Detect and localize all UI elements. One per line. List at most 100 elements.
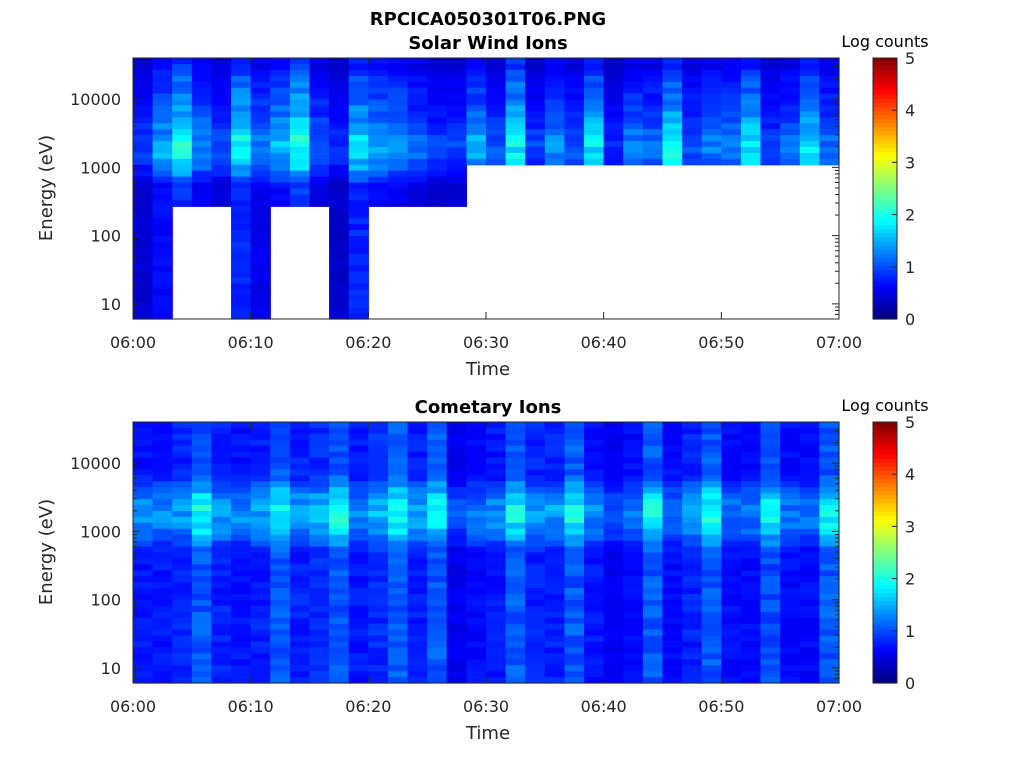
heatmap-cell bbox=[231, 457, 252, 465]
heatmap-cell bbox=[270, 534, 291, 542]
heatmap-cell bbox=[368, 451, 389, 459]
heatmap-cell bbox=[603, 677, 624, 684]
heatmap-cell bbox=[348, 164, 369, 172]
heatmap-cell bbox=[466, 641, 487, 649]
heatmap-cell bbox=[642, 510, 664, 518]
heatmap-cell bbox=[289, 170, 311, 178]
heatmap-cell bbox=[446, 653, 467, 660]
heatmap-cell bbox=[270, 641, 291, 649]
heatmap-cell bbox=[642, 451, 664, 459]
heatmap-cell bbox=[662, 505, 683, 512]
heatmap-cell bbox=[133, 439, 154, 447]
heatmap-cell bbox=[721, 653, 742, 660]
heatmap-cell bbox=[133, 641, 154, 649]
x-axis: 06:00 06:10 06:20 06:30 06:40 06:50 07:00 bbox=[110, 58, 862, 352]
heatmap-cell bbox=[231, 445, 252, 453]
heatmap-cell bbox=[191, 457, 213, 465]
heatmap-cell bbox=[191, 671, 213, 678]
heatmap-cell bbox=[799, 516, 820, 524]
heatmap-cell bbox=[446, 194, 467, 201]
heatmap-cell bbox=[427, 534, 448, 542]
heatmap-cell bbox=[603, 433, 624, 441]
heatmap-cell bbox=[133, 665, 154, 672]
heatmap-cell bbox=[564, 58, 585, 65]
heatmap-cell bbox=[505, 659, 526, 666]
heatmap-cell bbox=[525, 475, 546, 482]
heatmap-cell bbox=[446, 552, 467, 560]
colorbar-swatch bbox=[873, 290, 897, 296]
colorbar-swatch bbox=[873, 650, 897, 656]
heatmap-cell bbox=[387, 653, 409, 660]
heatmap-cell bbox=[682, 158, 703, 166]
colorbar-swatch bbox=[873, 430, 897, 435]
heatmap-cell bbox=[721, 63, 742, 71]
heatmap-cell bbox=[133, 534, 154, 542]
heatmap-cell bbox=[309, 129, 330, 136]
heatmap-cell bbox=[780, 123, 801, 130]
heatmap-cell bbox=[250, 487, 271, 494]
heatmap-cell bbox=[505, 451, 526, 459]
heatmap-cell bbox=[525, 117, 546, 124]
heatmap-cell bbox=[348, 510, 369, 518]
heatmap-cell bbox=[525, 552, 546, 560]
heatmap-cell bbox=[427, 164, 448, 172]
heatmap-cell bbox=[662, 123, 683, 130]
heatmap-cell bbox=[642, 87, 664, 95]
heatmap-cell bbox=[172, 135, 193, 142]
heatmap-cell bbox=[211, 641, 232, 649]
heatmap-cell bbox=[231, 277, 252, 285]
heatmap-cell bbox=[446, 123, 467, 130]
heatmap-cell bbox=[348, 295, 369, 302]
heatmap-cell bbox=[133, 499, 154, 506]
heatmap-cell bbox=[564, 659, 585, 666]
heatmap-cell bbox=[662, 129, 683, 136]
heatmap-cell bbox=[133, 283, 154, 290]
colorbar-swatch bbox=[873, 658, 897, 664]
heatmap-cell bbox=[289, 176, 311, 184]
heatmap-cell bbox=[152, 307, 173, 314]
heatmap-cell bbox=[250, 505, 271, 512]
heatmap-cell bbox=[721, 158, 742, 166]
y-tick-label: 10000 bbox=[70, 454, 121, 473]
heatmap-cell bbox=[760, 427, 781, 435]
heatmap-cell bbox=[544, 510, 566, 518]
heatmap-cell bbox=[466, 152, 487, 160]
heatmap-cell bbox=[740, 481, 762, 488]
heatmap-cell bbox=[682, 146, 703, 154]
heatmap-cell bbox=[662, 582, 683, 589]
heatmap-cell bbox=[505, 457, 526, 465]
heatmap-cell bbox=[642, 105, 664, 112]
heatmap-cell bbox=[623, 552, 644, 560]
colorbar-swatch bbox=[873, 298, 897, 304]
heatmap-cell bbox=[446, 617, 467, 625]
heatmap-cell bbox=[662, 93, 683, 101]
heatmap-cell bbox=[544, 152, 566, 160]
heatmap-cell bbox=[191, 152, 213, 160]
heatmap-cell bbox=[231, 499, 252, 506]
heatmap-cell bbox=[133, 158, 154, 166]
heatmap-cell bbox=[133, 58, 154, 65]
heatmap-cell bbox=[309, 135, 330, 142]
heatmap-cell bbox=[466, 623, 487, 631]
heatmap-cell bbox=[544, 659, 566, 666]
heatmap-cell bbox=[584, 582, 605, 589]
heatmap-cell bbox=[544, 422, 566, 429]
heatmap-cell bbox=[466, 558, 487, 565]
heatmap-cell bbox=[603, 576, 624, 583]
colorbar-swatch bbox=[873, 625, 897, 631]
heatmap-cell bbox=[348, 558, 369, 565]
heatmap-cell bbox=[544, 641, 566, 649]
heatmap-cell bbox=[819, 599, 840, 607]
heatmap-cell bbox=[603, 158, 624, 166]
heatmap-cell bbox=[172, 105, 193, 112]
heatmap-cell bbox=[270, 623, 291, 631]
heatmap-cell bbox=[446, 677, 467, 684]
heatmap-cell bbox=[740, 111, 762, 118]
heatmap-cell bbox=[486, 594, 507, 601]
heatmap-cell bbox=[466, 439, 487, 447]
heatmap-cell bbox=[191, 546, 213, 554]
heatmap-cell bbox=[780, 158, 801, 166]
colorbar-swatch bbox=[873, 82, 897, 88]
heatmap-cell bbox=[231, 433, 252, 441]
heatmap-cell bbox=[231, 510, 252, 518]
